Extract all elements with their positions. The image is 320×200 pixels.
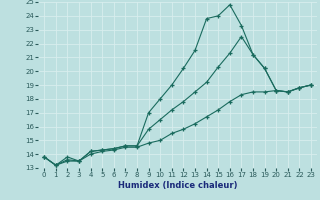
X-axis label: Humidex (Indice chaleur): Humidex (Indice chaleur) (118, 181, 237, 190)
